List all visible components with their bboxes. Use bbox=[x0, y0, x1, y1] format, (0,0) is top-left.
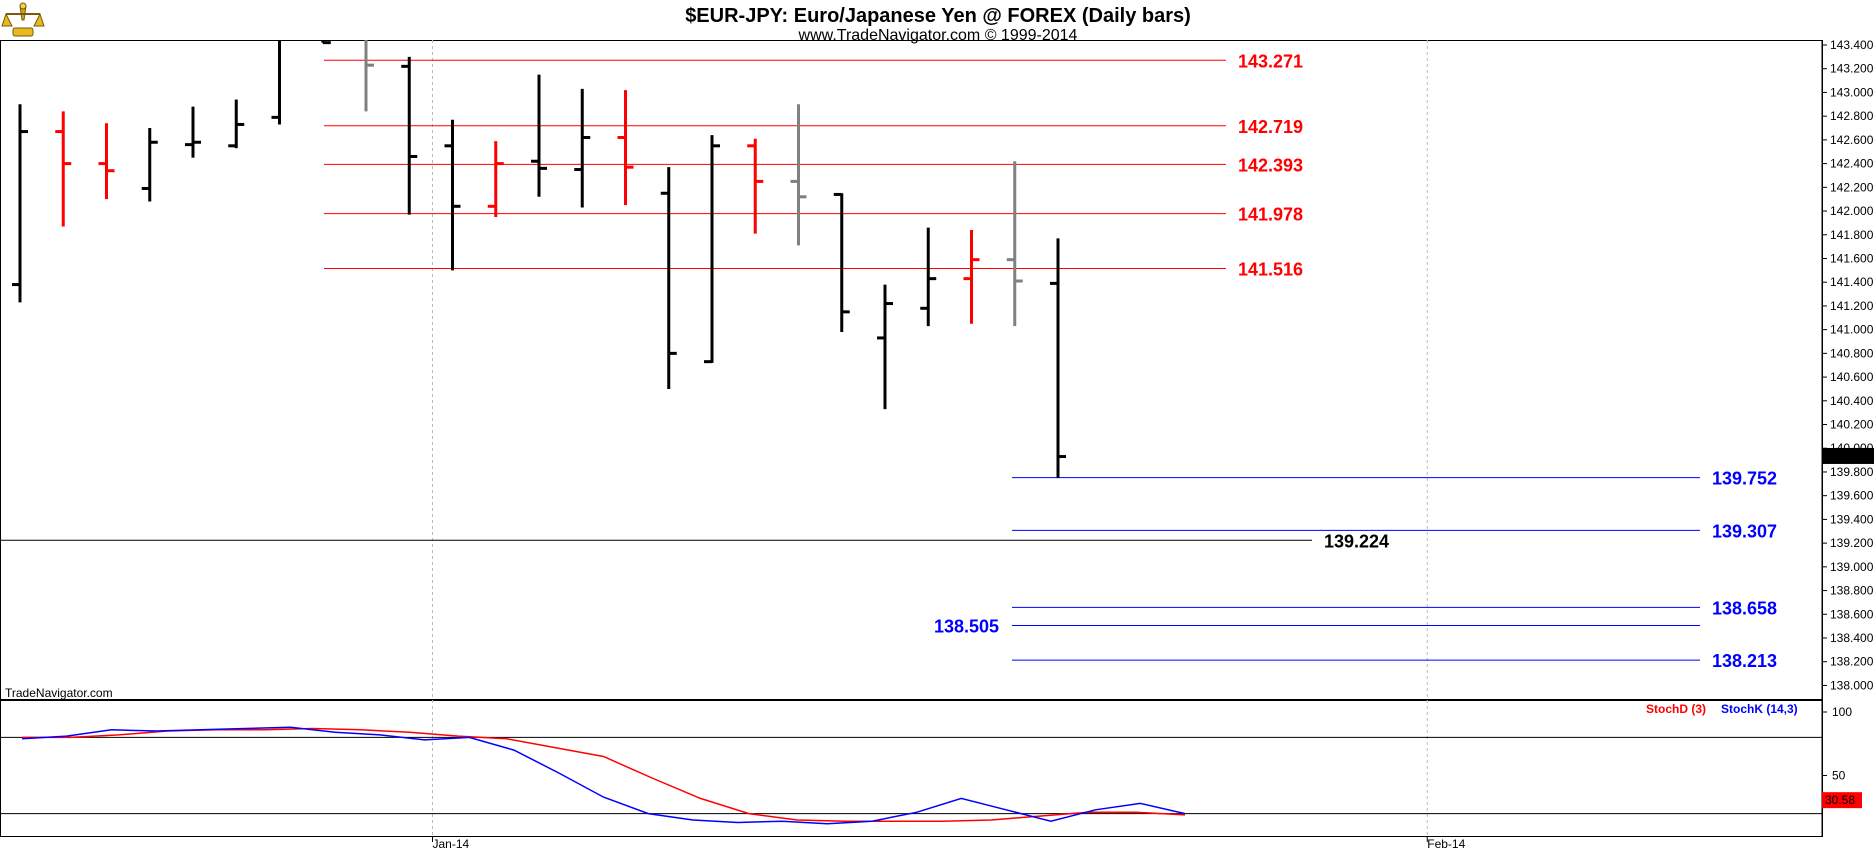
support-label: 138.658 bbox=[1712, 598, 1777, 618]
support-label: 139.752 bbox=[1712, 469, 1777, 489]
price-tick-label: 138.200 bbox=[1830, 655, 1874, 669]
ohlc-bars bbox=[12, 40, 1066, 478]
resistance-label: 141.978 bbox=[1238, 205, 1303, 225]
stoch-tick-label: 50 bbox=[1832, 769, 1846, 783]
price-tick-label: 139.600 bbox=[1830, 489, 1874, 503]
stoch-d-line bbox=[22, 727, 1186, 822]
price-tick-label: 143.400 bbox=[1830, 38, 1874, 52]
ohlc-bar bbox=[790, 104, 807, 246]
trade-navigator-scale-logo-icon[interactable] bbox=[1, 2, 45, 37]
price-tick-label: 138.600 bbox=[1830, 607, 1874, 621]
price-tick-label: 139.400 bbox=[1830, 512, 1874, 526]
price-tick-label: 141.800 bbox=[1830, 228, 1874, 242]
price-tick-label: 143.000 bbox=[1830, 85, 1874, 99]
date-gridlines bbox=[432, 40, 1428, 837]
price-tick-label: 139.200 bbox=[1830, 536, 1874, 550]
support-label: 138.505 bbox=[934, 617, 999, 637]
price-tick-label: 143.200 bbox=[1830, 62, 1874, 76]
ohlc-bar bbox=[228, 99, 245, 149]
price-tick-label: 142.000 bbox=[1830, 204, 1874, 218]
ohlc-bar bbox=[364, 40, 374, 112]
support-label: 139.307 bbox=[1712, 521, 1777, 541]
chart-title: $EUR-JPY: Euro/Japanese Yen @ FOREX (Dai… bbox=[685, 5, 1191, 27]
ohlc-bar bbox=[98, 123, 115, 200]
legend-stoch-d: StochD (3) bbox=[1646, 702, 1706, 716]
ohlc-bar bbox=[55, 111, 72, 227]
last-price-box bbox=[1822, 447, 1874, 464]
price-tick-label: 140.400 bbox=[1830, 394, 1874, 408]
price-tick-label: 142.200 bbox=[1830, 180, 1874, 194]
price-tick-label: 139.800 bbox=[1830, 465, 1874, 479]
price-tick-label: 138.000 bbox=[1830, 678, 1874, 692]
price-tick-label: 139.000 bbox=[1830, 560, 1874, 574]
price-tick-label: 142.800 bbox=[1830, 109, 1874, 123]
ohlc-bar bbox=[401, 56, 418, 215]
stoch-value-box bbox=[1822, 792, 1862, 809]
reference-label: 139.224 bbox=[1324, 531, 1389, 551]
ohlc-bar bbox=[747, 138, 764, 234]
price-tick-label: 142.400 bbox=[1830, 157, 1874, 171]
price-tick-label: 140.600 bbox=[1830, 370, 1874, 384]
resistance-label: 141.516 bbox=[1238, 259, 1303, 279]
support-label: 138.213 bbox=[1712, 651, 1777, 671]
stoch-k-line bbox=[21, 726, 1186, 825]
date-axis: Jan-14 Feb-14 bbox=[432, 837, 1466, 851]
price-tick-label: 142.600 bbox=[1830, 133, 1874, 147]
price-tick-label: 140.200 bbox=[1830, 418, 1874, 432]
watermark-text: TradeNavigator.com bbox=[5, 686, 113, 700]
ohlc-bar bbox=[487, 141, 504, 217]
stochastic-panel: 100 50 30.58 bbox=[0, 705, 1862, 825]
ohlc-bar bbox=[877, 284, 893, 410]
price-tick-label: 141.000 bbox=[1830, 323, 1874, 337]
price-tick-label: 138.400 bbox=[1830, 631, 1874, 645]
ohlc-bar bbox=[141, 128, 158, 202]
ohlc-bar bbox=[271, 40, 281, 125]
price-tick-label: 140.800 bbox=[1830, 346, 1874, 360]
ohlc-bar bbox=[321, 40, 331, 45]
stoch-value-label: 30.58 bbox=[1825, 793, 1855, 807]
last-price-label: 139.935 bbox=[1825, 449, 1869, 463]
ohlc-bar bbox=[444, 119, 461, 271]
price-tick-label: 141.600 bbox=[1830, 251, 1874, 265]
ohlc-bar bbox=[12, 104, 28, 303]
last-price-marker: 139.935 bbox=[1822, 447, 1874, 464]
ohlc-bar bbox=[1050, 238, 1066, 478]
price-tick-label: 141.200 bbox=[1830, 299, 1874, 313]
resistance-label: 143.271 bbox=[1238, 51, 1303, 71]
price-tick-label: 138.800 bbox=[1830, 584, 1874, 598]
ohlc-bar bbox=[185, 106, 201, 158]
ohlc-bar bbox=[704, 135, 720, 364]
price-panel-frame bbox=[0, 40, 1823, 700]
ohlc-bar bbox=[574, 88, 591, 208]
ohlc-bar bbox=[531, 74, 547, 197]
ohlc-bar bbox=[833, 192, 850, 333]
price-tick-label: 141.400 bbox=[1830, 275, 1874, 289]
stochastic-panel-frame bbox=[0, 700, 1823, 837]
resistance-label: 142.719 bbox=[1238, 117, 1303, 137]
ohlc-bar bbox=[617, 90, 634, 206]
date-tick-label: Feb-14 bbox=[1427, 837, 1465, 851]
ohlc-bar bbox=[1006, 161, 1023, 327]
legend-stoch-k: StochK (14,3) bbox=[1721, 702, 1798, 716]
ohlc-bar bbox=[920, 227, 937, 327]
ohlc-bar bbox=[660, 167, 677, 389]
chart-subtitle: www.TradeNavigator.com © 1999-2014 bbox=[798, 27, 1078, 44]
date-tick-label: Jan-14 bbox=[433, 837, 470, 851]
price-axis: 143.400 143.200 143.000 142.800 142.600 142.4… bbox=[1822, 38, 1874, 692]
level-lines: 143.271 142.719 142.393 141.978 141.516 139.7… bbox=[0, 51, 1777, 671]
ohlc-bar bbox=[963, 230, 980, 324]
stoch-tick-label: 100 bbox=[1832, 705, 1852, 719]
resistance-label: 142.393 bbox=[1238, 155, 1303, 175]
